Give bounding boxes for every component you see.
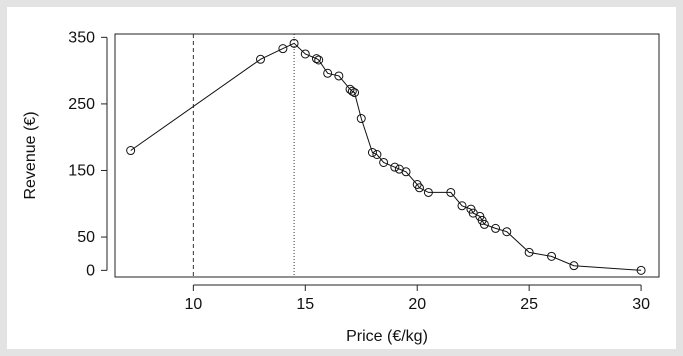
data-point xyxy=(569,261,579,271)
series-line xyxy=(130,42,642,271)
data-point xyxy=(457,201,467,211)
x-tick-label: 30 xyxy=(632,296,650,313)
x-tick-label: 25 xyxy=(520,296,538,313)
data-point xyxy=(334,71,344,81)
y-tick-label: 0 xyxy=(86,262,95,279)
revenue-price-chart: 10 15 20 25 30 0 50 150 250 350 Price (€/kg) Rev… xyxy=(22,29,660,345)
y-tick-label: 250 xyxy=(68,96,95,113)
y-axis-label: Revenue (€) xyxy=(22,111,39,199)
data-point xyxy=(323,68,333,78)
x-axis-label: Price (€/kg) xyxy=(346,328,428,345)
x-tick-label: 20 xyxy=(408,296,426,313)
data-point xyxy=(311,54,321,64)
data-point xyxy=(636,265,646,275)
data-point xyxy=(367,148,377,158)
data-point xyxy=(479,219,489,229)
series-points xyxy=(126,38,646,275)
data-point xyxy=(345,84,355,94)
data-point xyxy=(446,187,456,197)
data-point xyxy=(390,162,400,172)
data-point xyxy=(289,38,299,48)
data-point xyxy=(524,247,534,257)
y-tick-label: 150 xyxy=(68,162,95,179)
data-point xyxy=(300,49,310,59)
data-point xyxy=(547,251,557,261)
data-point xyxy=(278,44,288,54)
x-tick-label: 15 xyxy=(296,296,314,313)
data-point xyxy=(491,223,501,233)
data-point xyxy=(401,167,411,177)
data-point xyxy=(356,114,366,124)
data-point xyxy=(414,183,424,193)
data-point xyxy=(126,146,136,156)
y-axis: 0 50 150 250 350 xyxy=(68,29,108,279)
data-point xyxy=(502,227,512,237)
data-point xyxy=(379,157,389,167)
plot-area-border xyxy=(114,33,660,278)
x-axis: 10 15 20 25 30 xyxy=(184,284,650,313)
series-polyline xyxy=(130,42,642,271)
reference-lines xyxy=(192,34,295,277)
data-point xyxy=(372,150,382,160)
y-tick-label: 350 xyxy=(68,29,95,46)
data-point xyxy=(256,54,266,64)
data-point xyxy=(350,88,360,98)
data-point xyxy=(347,86,357,96)
data-point xyxy=(423,187,433,197)
data-point xyxy=(314,55,324,65)
chart-panel: 10 15 20 25 30 0 50 150 250 350 Price (€/kg) Rev… xyxy=(7,7,676,349)
x-tick-label: 10 xyxy=(184,296,202,313)
y-tick-label: 50 xyxy=(77,229,95,246)
